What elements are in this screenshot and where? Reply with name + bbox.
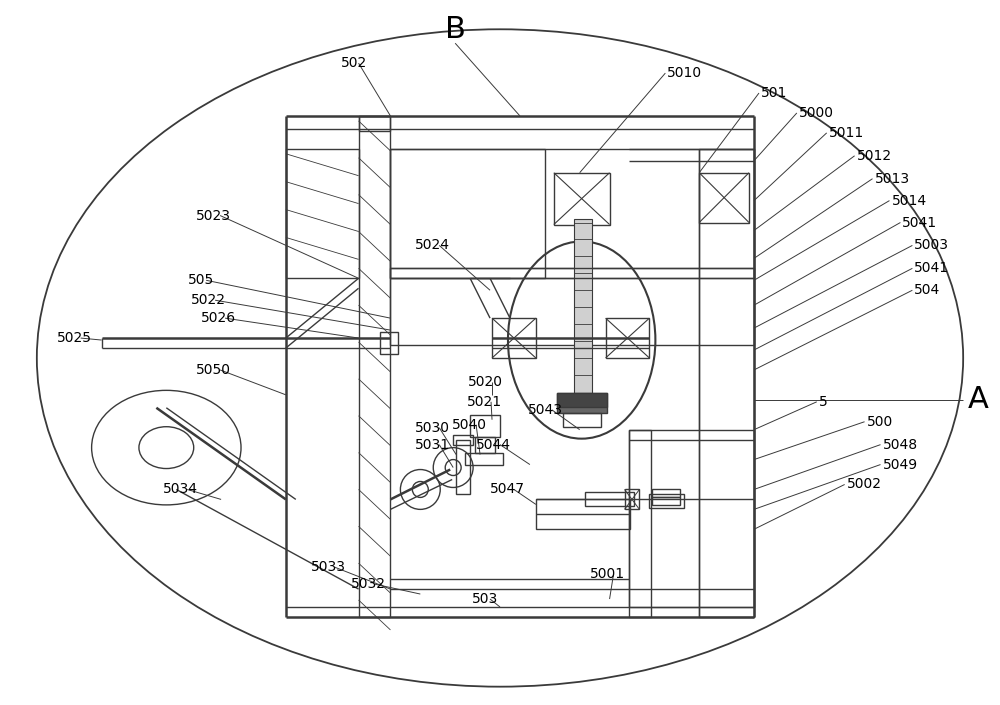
Bar bbox=[649, 494, 684, 508]
Text: 5025: 5025 bbox=[57, 331, 92, 345]
Text: 5022: 5022 bbox=[191, 293, 226, 307]
Text: 504: 504 bbox=[914, 283, 941, 298]
Text: 505: 505 bbox=[188, 274, 214, 287]
Text: A: A bbox=[968, 386, 989, 415]
Bar bbox=[652, 498, 680, 505]
Bar bbox=[456, 440, 470, 494]
Text: 5024: 5024 bbox=[415, 238, 450, 252]
Text: 5041: 5041 bbox=[902, 216, 938, 230]
Bar bbox=[475, 436, 495, 453]
Text: 5044: 5044 bbox=[476, 438, 511, 452]
Bar bbox=[554, 173, 610, 224]
Bar bbox=[380, 332, 398, 354]
Bar bbox=[359, 116, 390, 617]
Text: 5020: 5020 bbox=[468, 375, 503, 389]
Text: 5040: 5040 bbox=[452, 418, 487, 431]
Text: 5034: 5034 bbox=[163, 482, 198, 496]
Text: 501: 501 bbox=[761, 86, 787, 100]
Text: 5048: 5048 bbox=[882, 438, 918, 452]
Text: 5021: 5021 bbox=[467, 395, 502, 409]
Text: 5013: 5013 bbox=[875, 172, 910, 185]
Text: 5043: 5043 bbox=[528, 403, 563, 417]
Text: 5001: 5001 bbox=[590, 567, 625, 581]
Text: 5047: 5047 bbox=[490, 482, 525, 496]
Text: 5011: 5011 bbox=[829, 126, 864, 140]
Bar bbox=[470, 415, 500, 436]
Bar bbox=[629, 429, 754, 607]
Bar bbox=[390, 149, 545, 278]
Text: B: B bbox=[445, 15, 466, 44]
Bar bbox=[625, 489, 639, 510]
Bar bbox=[286, 149, 359, 278]
Text: 5032: 5032 bbox=[351, 577, 386, 591]
Bar bbox=[453, 435, 473, 445]
Text: 5026: 5026 bbox=[201, 311, 236, 325]
Bar bbox=[390, 149, 754, 345]
Bar bbox=[465, 453, 503, 465]
Bar bbox=[699, 149, 754, 617]
Bar bbox=[557, 393, 607, 412]
Text: 5031: 5031 bbox=[415, 438, 450, 452]
Bar bbox=[699, 173, 749, 223]
Bar bbox=[563, 412, 601, 427]
Text: 5: 5 bbox=[819, 395, 827, 409]
Text: 5010: 5010 bbox=[667, 66, 702, 80]
Bar bbox=[574, 219, 592, 393]
Bar bbox=[359, 116, 390, 131]
Text: 502: 502 bbox=[341, 56, 367, 70]
Bar bbox=[536, 499, 630, 529]
Text: 5041: 5041 bbox=[914, 262, 949, 276]
Text: 5049: 5049 bbox=[882, 458, 918, 472]
Text: 5023: 5023 bbox=[196, 209, 231, 223]
Bar bbox=[606, 318, 649, 358]
Text: 5002: 5002 bbox=[847, 477, 882, 491]
Text: 500: 500 bbox=[867, 415, 893, 429]
Bar bbox=[557, 393, 607, 407]
Text: 5030: 5030 bbox=[415, 421, 450, 435]
Bar bbox=[652, 489, 680, 498]
Bar bbox=[585, 493, 634, 506]
Bar bbox=[492, 318, 536, 358]
Text: 5012: 5012 bbox=[857, 149, 892, 163]
Bar bbox=[390, 269, 754, 278]
Text: 5000: 5000 bbox=[799, 106, 834, 120]
Text: 5014: 5014 bbox=[891, 194, 927, 207]
Text: 5050: 5050 bbox=[196, 363, 231, 377]
Text: 503: 503 bbox=[472, 592, 498, 606]
Text: 5003: 5003 bbox=[914, 238, 949, 252]
Text: 5033: 5033 bbox=[311, 560, 346, 574]
Bar bbox=[629, 429, 651, 617]
